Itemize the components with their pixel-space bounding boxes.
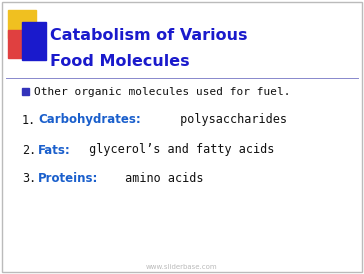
Text: Other organic molecules used for fuel.: Other organic molecules used for fuel.: [34, 87, 290, 97]
Text: amino acids: amino acids: [118, 172, 203, 184]
Text: 3.: 3.: [22, 172, 36, 184]
Text: Fats:: Fats:: [38, 144, 71, 156]
Text: glycerol’s and fatty acids: glycerol’s and fatty acids: [82, 144, 274, 156]
Text: Carbohydrates:: Carbohydrates:: [38, 113, 141, 127]
Text: 2.: 2.: [22, 144, 36, 156]
Text: polysaccharides: polysaccharides: [173, 113, 286, 127]
Text: 1.: 1.: [22, 113, 36, 127]
Text: Catabolism of Various: Catabolism of Various: [50, 27, 248, 42]
Text: Food Molecules: Food Molecules: [50, 55, 190, 70]
Text: www.sliderbase.com: www.sliderbase.com: [146, 264, 218, 270]
Text: Proteins:: Proteins:: [38, 172, 98, 184]
Bar: [22, 88, 29, 95]
Bar: [8, 30, 36, 58]
Bar: [8, 10, 36, 38]
Bar: [22, 22, 46, 60]
